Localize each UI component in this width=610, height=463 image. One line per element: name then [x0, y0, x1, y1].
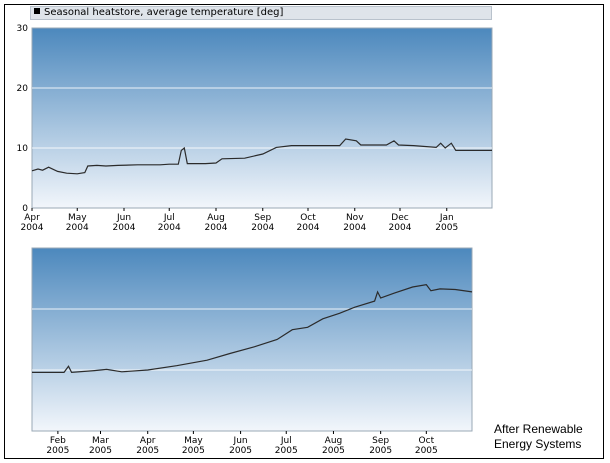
- source-note-line2: Energy Systems: [494, 437, 582, 451]
- x-tick-label-month: Dec: [391, 213, 408, 223]
- x-tick-label-year: 2005: [89, 446, 112, 456]
- source-note: After Renewable Energy Systems: [494, 422, 604, 452]
- x-tick-label-month: May: [68, 213, 87, 223]
- x-tick-label-month: Oct: [419, 436, 435, 446]
- legend-label: Seasonal heatstore, average temperature …: [44, 7, 284, 18]
- x-tick-label-year: 2004: [389, 223, 412, 233]
- x-tick-label-month: Oct: [300, 213, 316, 223]
- x-tick-label-year: 2004: [66, 223, 89, 233]
- x-tick-label-year: 2004: [251, 223, 274, 233]
- x-tick-label-year: 2005: [369, 446, 392, 456]
- x-tick-label-year: 2005: [136, 446, 159, 456]
- x-tick-label-month: Jan: [439, 213, 454, 223]
- x-tick-label-month: Jul: [280, 436, 292, 446]
- chart-frame: [4, 4, 604, 459]
- legend-swatch: [34, 8, 40, 14]
- x-tick-label-year: 2005: [46, 446, 69, 456]
- x-tick-label-year: 2005: [275, 446, 298, 456]
- series-line-2: [32, 283, 473, 374]
- y-tick-label: 0: [22, 204, 28, 214]
- x-tick-label-year: 2004: [343, 223, 366, 233]
- x-tick-label-month: Apr: [140, 436, 156, 446]
- x-tick-label-month: Mar: [92, 436, 109, 446]
- x-tick-label-year: 2004: [21, 223, 44, 233]
- x-tick-label-year: 2005: [229, 446, 252, 456]
- x-tick-label-month: Apr: [24, 213, 40, 223]
- x-tick-label-month: Feb: [50, 436, 66, 446]
- x-tick-label-year: 2005: [435, 223, 458, 233]
- plot-area-1: [31, 27, 493, 209]
- x-tick-label-month: Aug: [325, 436, 343, 446]
- x-tick-label-month: Sep: [372, 436, 389, 446]
- x-tick-label-year: 2004: [113, 223, 136, 233]
- x-tick-label-year: 2004: [158, 223, 181, 233]
- y-tick-label: 20: [17, 84, 29, 94]
- legend: Seasonal heatstore, average temperature …: [30, 6, 492, 20]
- y-tick-label: 10: [17, 144, 29, 154]
- x-tick-label-month: May: [184, 436, 203, 446]
- x-tick-label-month: Sep: [254, 213, 271, 223]
- x-tick-label-year: 2004: [297, 223, 320, 233]
- x-tick-label-month: Jun: [233, 436, 248, 446]
- y-tick-label: 30: [17, 24, 29, 34]
- x-tick-label-year: 2005: [415, 446, 438, 456]
- x-tick-label-year: 2004: [205, 223, 228, 233]
- x-tick-label-month: Jun: [116, 213, 131, 223]
- source-note-line1: After Renewable: [494, 422, 583, 436]
- x-tick-label-month: Nov: [346, 213, 364, 223]
- plot-area-2: [31, 247, 473, 432]
- x-tick-label-year: 2005: [182, 446, 205, 456]
- x-tick-label-month: Jul: [163, 213, 175, 223]
- x-tick-label-month: Aug: [207, 213, 225, 223]
- x-tick-label-year: 2005: [322, 446, 345, 456]
- series-line-1: [31, 138, 492, 175]
